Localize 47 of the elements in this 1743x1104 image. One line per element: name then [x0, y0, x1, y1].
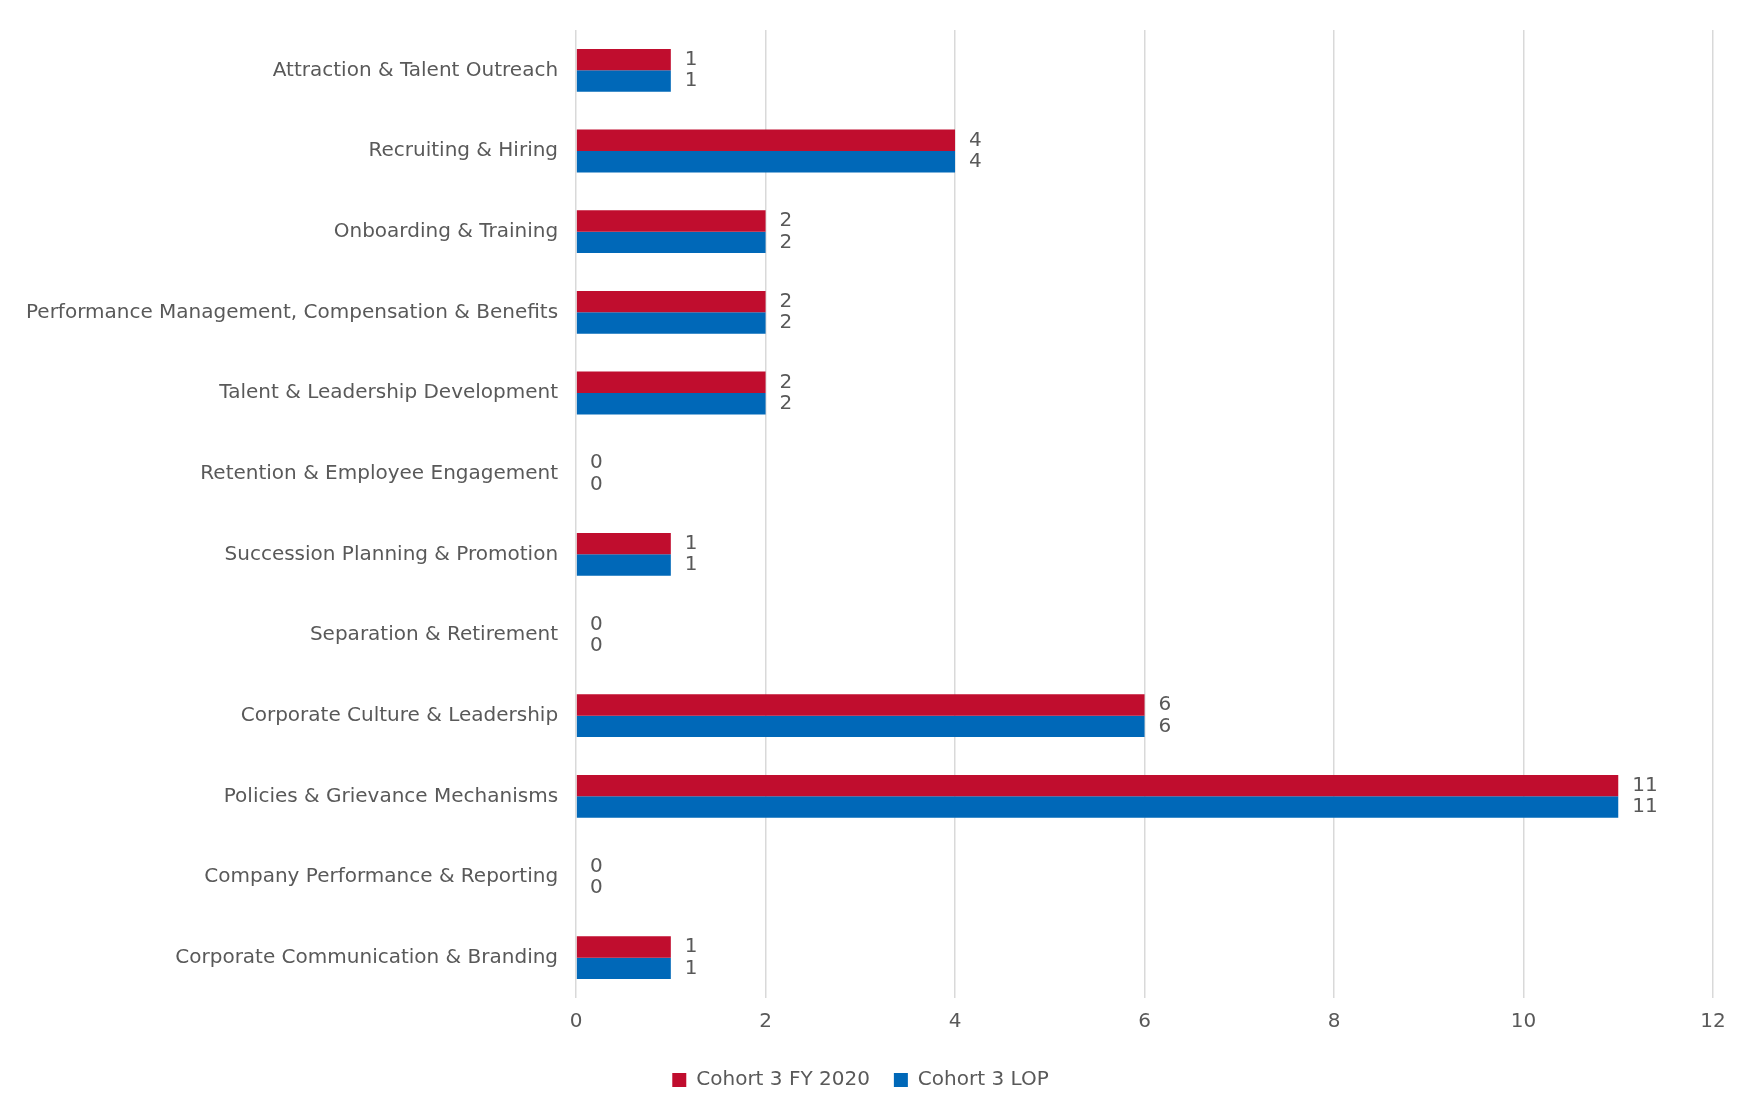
y-tick-label: Onboarding & Training [333, 217, 559, 242]
y-tick-label: Corporate Culture & Leadership [240, 701, 559, 726]
data-label: 1 [684, 551, 698, 576]
x-tick-label: 4 [948, 1008, 962, 1033]
bar [576, 210, 766, 232]
x-tick-label: 10 [1510, 1008, 1537, 1033]
bar [576, 371, 766, 393]
y-tick-label: Policies & Grievance Mechanisms [223, 782, 559, 807]
bar [576, 48, 671, 71]
data-label: 1 [684, 529, 698, 554]
bar [576, 957, 671, 980]
x-tick-label: 2 [759, 1008, 772, 1033]
bar [576, 393, 766, 415]
bar [576, 796, 1619, 818]
bar [576, 532, 671, 555]
y-tick-label: Recruiting & Hiring [368, 137, 559, 162]
bar [576, 774, 1619, 797]
x-tick-label: 12 [1700, 1008, 1726, 1033]
y-tick-label: Performance Management, Compensation & Benefits [25, 298, 559, 323]
y-tick-label: Succession Planning & Promotion [224, 540, 559, 565]
data-label: 1 [684, 45, 698, 70]
bar [576, 312, 766, 334]
y-tick-label: Company Performance & Reporting [204, 863, 559, 888]
data-label: 2 [779, 287, 793, 312]
data-label: 1 [684, 67, 698, 92]
x-tick-label: 8 [1327, 1008, 1341, 1033]
y-tick-label: Talent & Leadership Development [218, 379, 559, 404]
bar [576, 694, 1145, 716]
bar [576, 231, 766, 254]
bar [576, 715, 1145, 738]
y-tick-label: Corporate Communication & Branding [175, 943, 559, 968]
x-tick-label: 6 [1138, 1008, 1151, 1033]
legend-label: Cohort 3 LOP [917, 1066, 1049, 1091]
bar [576, 554, 671, 576]
y-tick-label: Attraction & Talent Outreach [272, 56, 559, 81]
y-tick-label: Separation & Retirement [309, 621, 559, 646]
bar [576, 290, 766, 313]
y-tick-label: Retention & Employee Engagement [200, 459, 559, 484]
x-tick-label: 0 [569, 1008, 583, 1033]
data-label: 11 [1632, 793, 1658, 818]
bar [576, 936, 671, 958]
legend-label: Cohort 3 FY 2020 [696, 1066, 870, 1091]
data-label: 11 [1632, 771, 1658, 796]
bar [576, 151, 956, 173]
bar [576, 70, 671, 92]
data-label: 2 [779, 309, 793, 334]
bar [576, 129, 956, 151]
